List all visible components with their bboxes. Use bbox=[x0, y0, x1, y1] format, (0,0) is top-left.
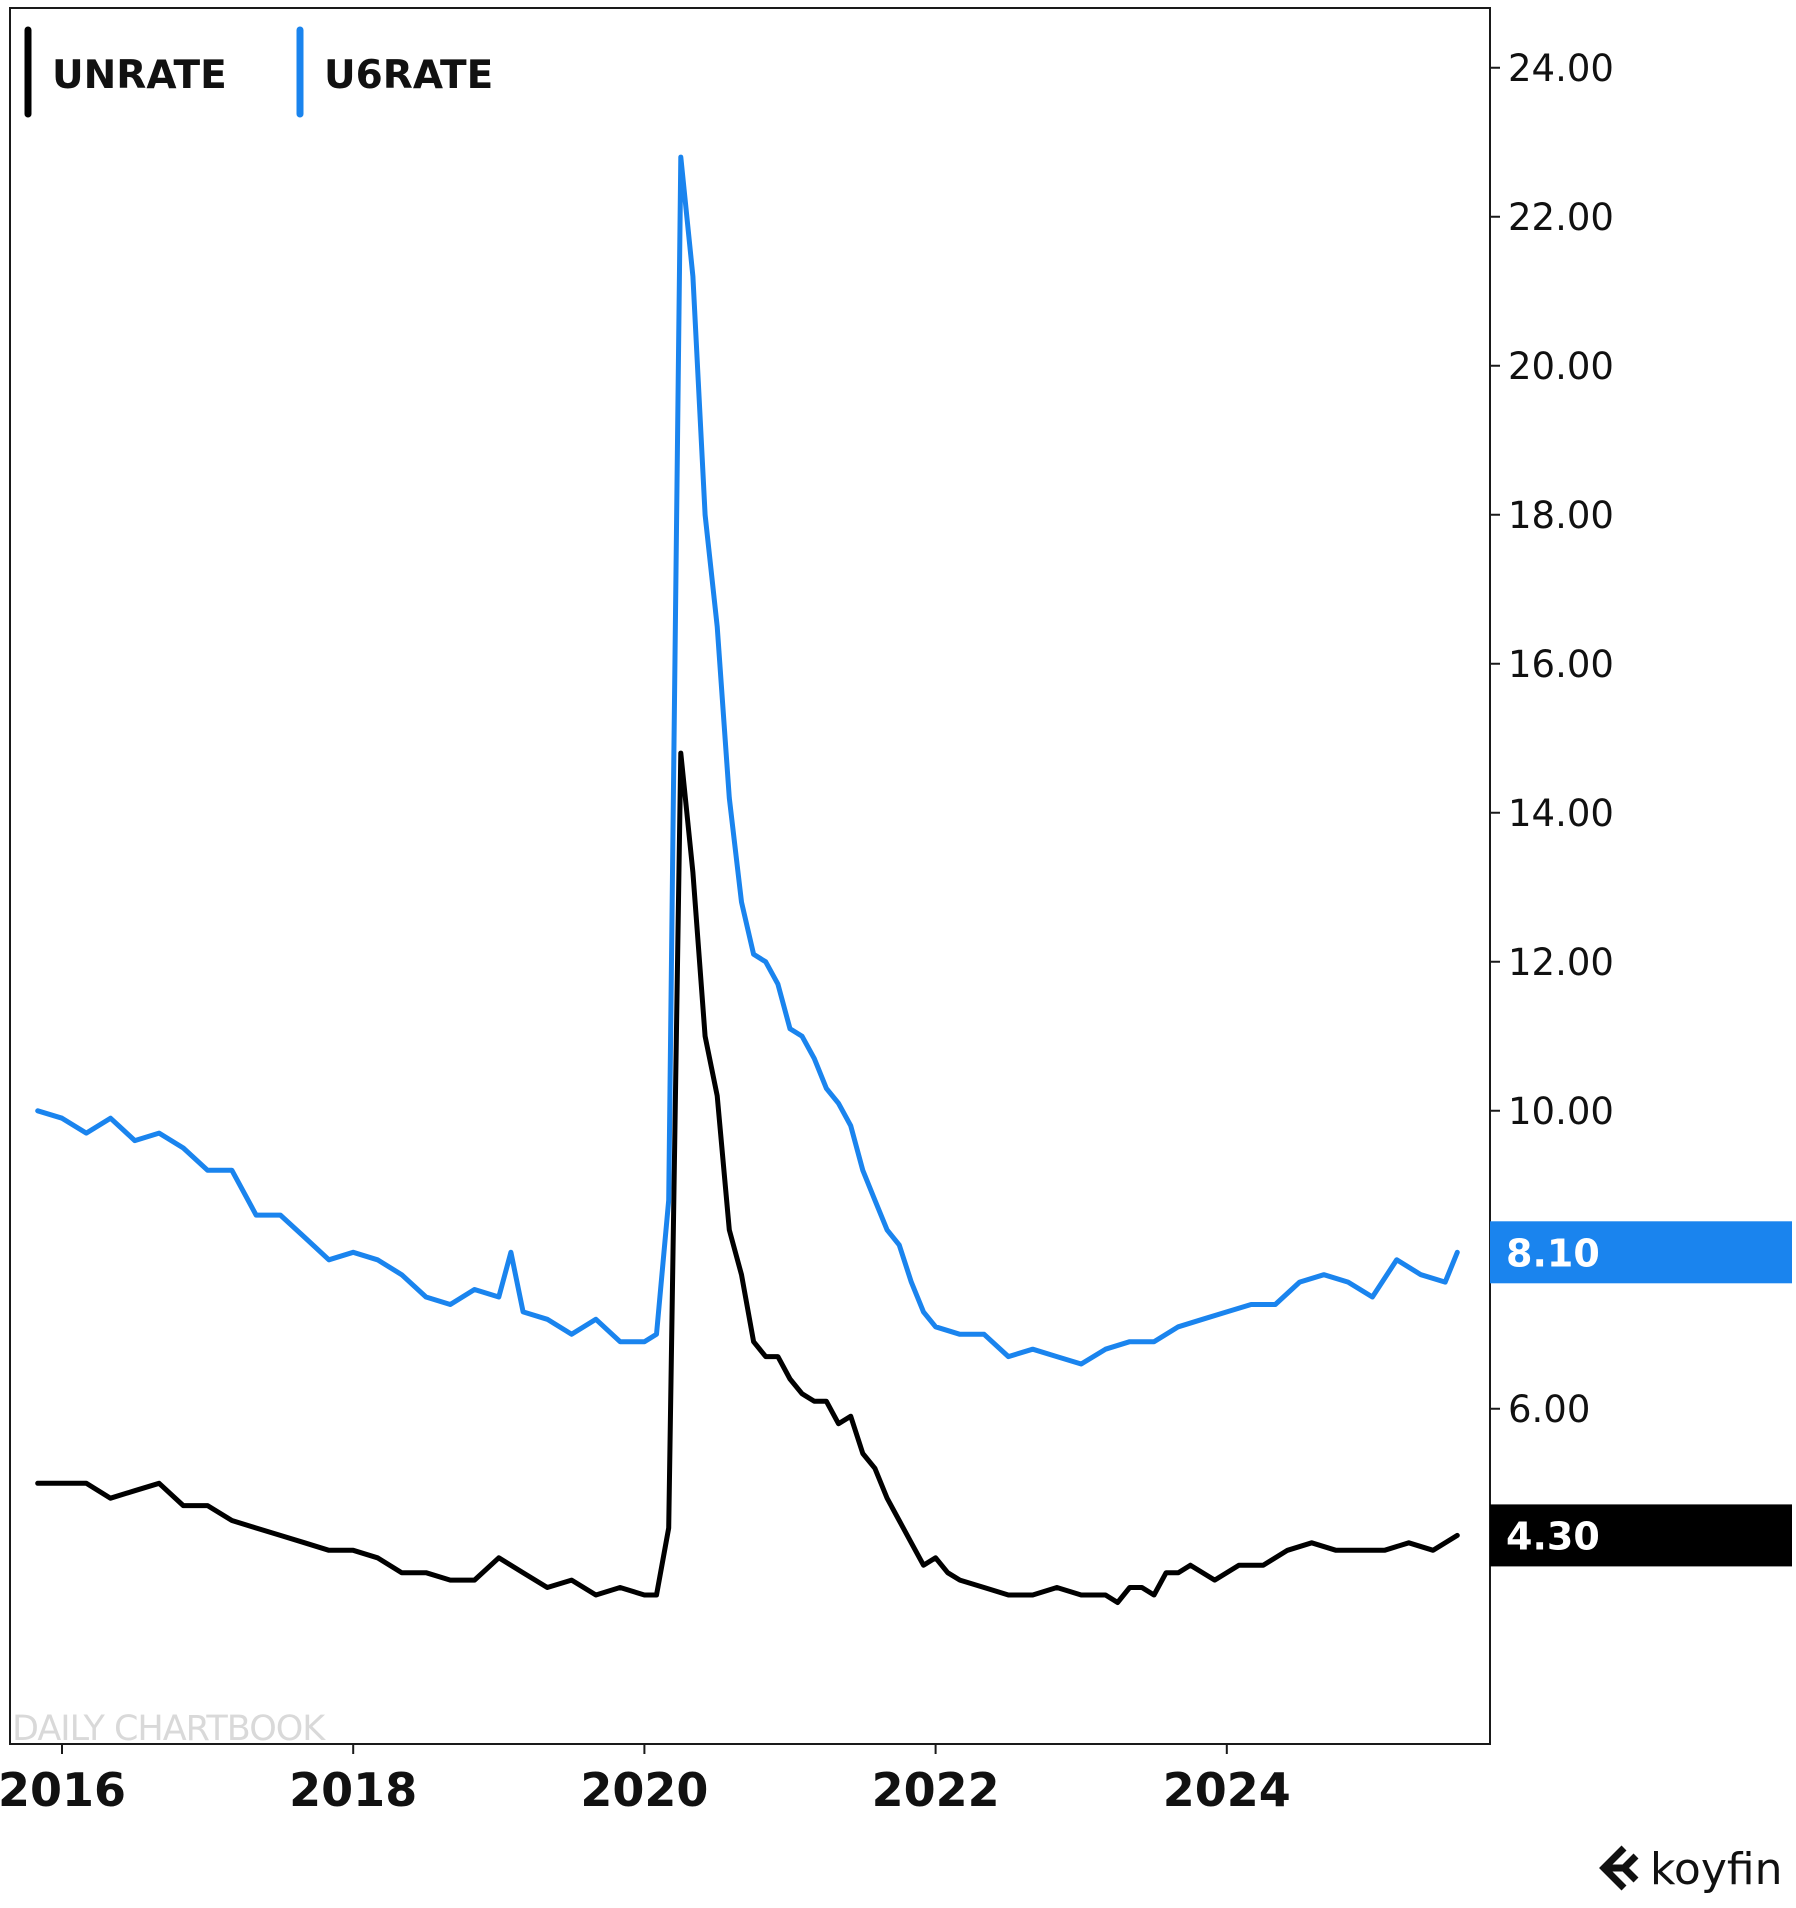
brand-logo: koyfin bbox=[1599, 1844, 1782, 1895]
value-tag-unrate bbox=[1490, 1504, 1792, 1567]
koyfin-icon bbox=[1599, 1845, 1639, 1891]
x-tick-label: 2024 bbox=[1163, 1763, 1291, 1817]
plot-area bbox=[9, 7, 1491, 1745]
watermark: DAILY CHARTBOOK bbox=[12, 1709, 326, 1749]
x-tick-label: 2016 bbox=[0, 1763, 126, 1817]
value-tag-label-u6rate: 8.10 bbox=[1506, 1231, 1600, 1275]
value-tag-label-unrate: 4.30 bbox=[1506, 1514, 1600, 1558]
series-line-unrate bbox=[35, 750, 1460, 1605]
y-axis: 6.00 10.00 12.00 14.00 16.00 18.00 20.00 22.00 2… bbox=[1490, 47, 1614, 1431]
legend-label-u6rate: U6RATE bbox=[324, 53, 493, 98]
y-tick-label: 22.00 bbox=[1508, 196, 1614, 239]
y-tick-label: 16.00 bbox=[1508, 643, 1614, 686]
y-tick-label: 18.00 bbox=[1508, 494, 1614, 537]
y-tick-label: 20.00 bbox=[1508, 345, 1614, 388]
legend-label-unrate: UNRATE bbox=[52, 53, 227, 98]
x-tick-label: 2018 bbox=[289, 1763, 417, 1817]
plot-frame bbox=[9, 7, 1491, 1745]
y-tick-label: 24.00 bbox=[1508, 47, 1614, 90]
last-value-tags: 4.30 8.10 bbox=[1490, 1221, 1792, 1567]
legend: UNRATE U6RATE bbox=[24, 26, 493, 118]
x-axis: 2016 2018 2020 2022 2024 bbox=[0, 1744, 1291, 1817]
value-tag-u6rate bbox=[1490, 1221, 1792, 1284]
y-tick-label: 10.00 bbox=[1508, 1090, 1614, 1133]
x-tick-label: 2022 bbox=[872, 1763, 1000, 1817]
series-line-u6rate bbox=[35, 154, 1460, 1367]
y-tick-label: 14.00 bbox=[1508, 792, 1614, 835]
series-lines bbox=[35, 154, 1460, 1605]
y-tick-label: 12.00 bbox=[1508, 941, 1614, 984]
y-tick-label: 6.00 bbox=[1508, 1388, 1590, 1431]
x-tick-label: 2020 bbox=[580, 1763, 708, 1817]
koyfin-wordmark: koyfin bbox=[1650, 1844, 1782, 1895]
